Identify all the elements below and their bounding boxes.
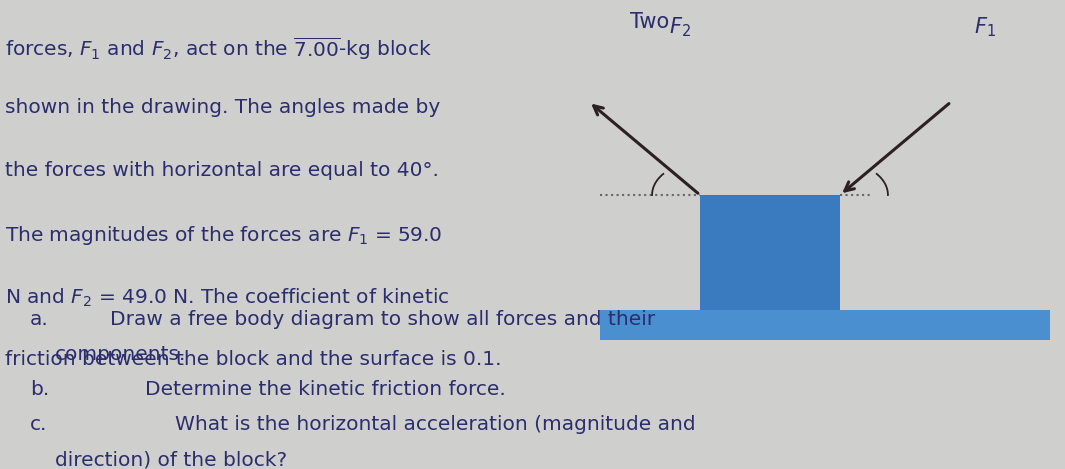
Text: Two: Two [630, 12, 669, 32]
Text: $F_2$: $F_2$ [669, 15, 691, 38]
Text: direction) of the block?: direction) of the block? [55, 450, 288, 469]
Text: The magnitudes of the forces are $F_1$ = 59.0: The magnitudes of the forces are $F_1$ =… [5, 224, 442, 247]
Text: N and $F_2$ = 49.0 N. The coefficient of kinetic: N and $F_2$ = 49.0 N. The coefficient of… [5, 287, 449, 309]
Text: c.: c. [30, 415, 47, 434]
Text: b.: b. [30, 380, 49, 399]
Text: the forces with horizontal are equal to 40°.: the forces with horizontal are equal to … [5, 161, 439, 180]
Text: Draw a free body diagram to show all forces and their: Draw a free body diagram to show all for… [110, 310, 655, 329]
Bar [700, 195, 840, 310]
Text: shown in the drawing. The angles made by: shown in the drawing. The angles made by [5, 98, 440, 117]
Text: forces, $F_1$ and $F_2$, act on the $\overline{7.00}$-kg block: forces, $F_1$ and $F_2$, act on the $\ov… [5, 35, 432, 62]
Text: friction between the block and the surface is 0.1.: friction between the block and the surfa… [5, 350, 502, 369]
Text: $F_1$: $F_1$ [974, 15, 996, 38]
Bar [600, 310, 1050, 340]
Text: components.: components. [55, 345, 186, 364]
Text: What is the horizontal acceleration (magnitude and: What is the horizontal acceleration (mag… [175, 415, 695, 434]
Text: Determine the kinetic friction force.: Determine the kinetic friction force. [145, 380, 506, 399]
Text: a.: a. [30, 310, 49, 329]
